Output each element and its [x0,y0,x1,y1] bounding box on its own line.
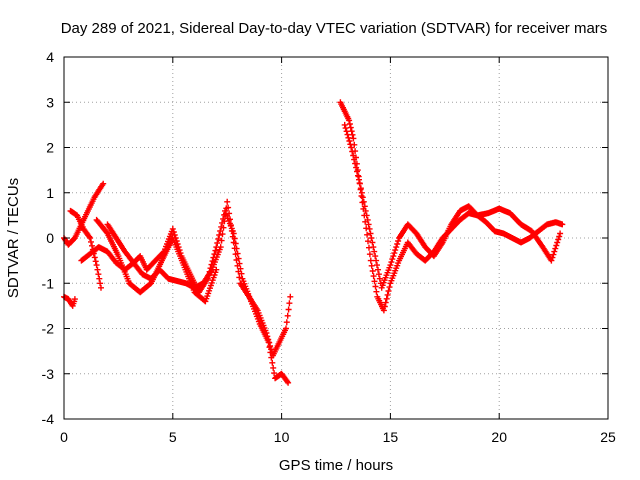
series-track-f [93,216,220,305]
y-tick-label: -1 [42,275,55,291]
x-tick-label: 5 [169,429,177,445]
series-track-c [67,207,104,291]
chart-title: Day 289 of 2021, Sidereal Day-to-day VTE… [61,20,608,37]
x-tick-label: 10 [274,429,290,445]
y-tick-label: -4 [42,411,55,427]
y-tick-label: 1 [46,185,54,201]
y-tick-label: -2 [42,321,55,337]
series-markers [93,216,220,305]
x-tick-label: 20 [491,429,507,445]
y-tick-label: -3 [42,366,55,382]
y-tick-label: 0 [46,230,54,246]
series-track-h [341,121,564,291]
series-markers [341,121,564,291]
x-tick-label: 0 [60,429,68,445]
y-tick-label: 4 [46,49,54,65]
grid-lines [64,57,608,419]
y-axis-title: SDTVAR / TECUs [5,178,22,298]
x-axis-title: GPS time / hours [279,457,393,474]
y-tick-label: 2 [46,140,54,156]
axis-ticks [63,56,609,420]
series-markers [67,207,104,291]
x-tick-label: 25 [600,429,616,445]
data-series [61,99,566,386]
axis-tick-labels: 0 5 10 15 20 25 -4 -3 -2 -1 0 1 2 3 4 [42,49,616,445]
x-tick-label: 15 [383,429,399,445]
y-tick-label: 3 [46,94,54,110]
